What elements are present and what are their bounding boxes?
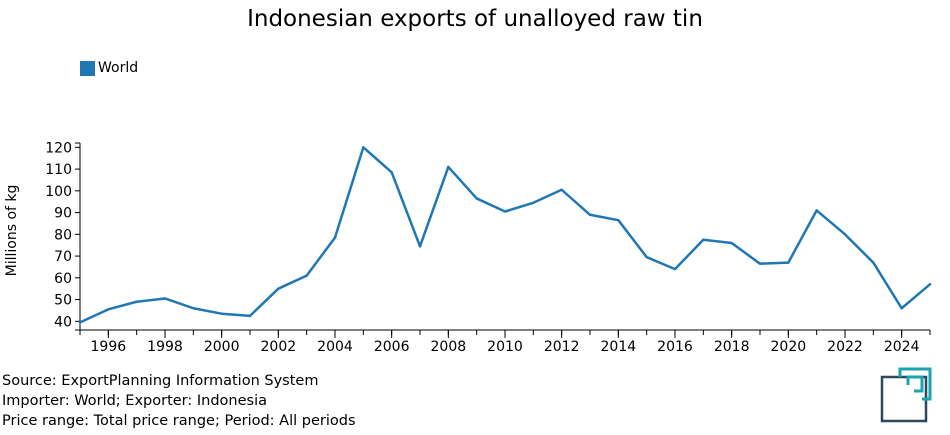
data-point	[418, 245, 422, 248]
data-point	[163, 297, 167, 300]
legend: World	[80, 60, 138, 76]
importer-exporter-line: Importer: World; Exporter: Indonesia	[2, 393, 268, 409]
data-point	[447, 165, 450, 169]
x-tick-label: 2016	[657, 339, 693, 355]
data-point	[277, 287, 280, 290]
data-point	[787, 261, 790, 264]
x-tick-label: 2022	[827, 339, 863, 355]
data-point	[617, 218, 620, 222]
data-point	[872, 261, 875, 264]
data-point	[532, 201, 535, 204]
x-tick-label: 2012	[544, 339, 580, 355]
data-point	[333, 236, 337, 239]
data-point	[475, 197, 478, 200]
x-tick-label: 2024	[884, 339, 920, 355]
chart-series	[78, 146, 932, 324]
x-tick-label: 2000	[204, 339, 240, 355]
x-tick-label: 1996	[91, 339, 127, 355]
legend-swatch-world	[80, 60, 95, 76]
data-point	[645, 255, 648, 259]
y-tick-label: 40	[54, 314, 72, 330]
chart-ticks: 40 50 60 70 80 90 100 110 120 1996 1998 2000 2002 200…	[45, 140, 931, 355]
source-line: Source: ExportPlanning Information Syste…	[2, 373, 319, 389]
data-point	[588, 213, 592, 216]
exportplanning-logo-icon	[880, 367, 932, 423]
price-period-line: Price range: Total price range; Period: …	[2, 413, 356, 429]
y-tick-label: 120	[45, 140, 72, 156]
data-point	[220, 312, 223, 315]
x-tick-label: 2010	[487, 339, 523, 355]
y-tick-label: 90	[54, 206, 72, 222]
data-point	[730, 241, 733, 245]
data-point	[503, 210, 507, 213]
data-point	[78, 321, 82, 324]
data-point	[758, 262, 762, 265]
x-tick-label: 2020	[771, 339, 807, 355]
data-point	[900, 307, 903, 310]
x-tick-label: 2018	[714, 339, 750, 355]
data-point	[107, 308, 110, 311]
data-point	[390, 171, 393, 174]
x-tick-label: 2008	[431, 339, 467, 355]
x-tick-label: 2006	[374, 339, 410, 355]
data-point	[192, 307, 195, 310]
data-point	[135, 300, 138, 303]
data-point	[362, 146, 365, 149]
y-tick-label: 80	[54, 227, 72, 243]
x-tick-label: 2002	[261, 339, 297, 355]
y-tick-label: 70	[54, 249, 72, 265]
data-point	[673, 267, 677, 271]
series-line-world	[78, 146, 932, 324]
data-point	[928, 283, 932, 286]
data-point	[815, 209, 818, 212]
y-tick-label: 100	[45, 184, 72, 200]
legend-label-world: World	[98, 60, 139, 76]
chart-title: Indonesian exports of unalloyed raw tin	[247, 6, 703, 32]
x-tick-label: 2004	[317, 339, 353, 355]
data-point	[843, 233, 847, 236]
source-footer: Source: ExportPlanning Information Syste…	[2, 371, 356, 431]
x-tick-label: 1998	[147, 339, 183, 355]
data-point	[305, 274, 308, 277]
y-tick-label: 50	[54, 293, 72, 309]
y-tick-label: 60	[54, 271, 72, 287]
data-point	[702, 238, 705, 241]
x-tick-label: 2014	[601, 339, 637, 355]
y-axis-label: Millions of kg	[4, 185, 20, 277]
data-point	[560, 188, 563, 191]
data-point	[248, 314, 252, 318]
y-tick-label: 110	[45, 162, 72, 178]
